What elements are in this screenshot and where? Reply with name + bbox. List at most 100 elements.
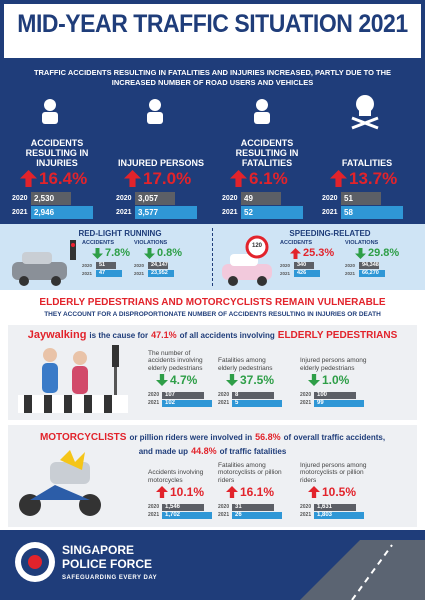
arrow-up [156,486,168,498]
year: 2021 [222,209,238,216]
statement-part: of traffic fatalities [219,447,287,456]
org-name: SINGAPORE [62,543,135,557]
bar-2021: 1,803 [314,512,364,519]
label-text: ACCIDENTS RESULTING IN INJURIES [25,138,89,168]
label-text: VIOLATIONS [345,240,379,246]
bar-2020: 107 [162,392,204,399]
label-text: ACCIDENTS RESULTING IN FATALITIES [235,138,299,168]
label-text: Fatalities among motorcyclists or pillio… [218,461,282,484]
statement-part: Jaywalking [27,329,87,341]
statement-part: of all accidents involving [179,331,275,340]
bar-2020: 1,631 [314,504,356,511]
band-title: RED-LIGHT RUNNING [78,229,162,238]
arrow-up [20,170,37,187]
bar-2021: 26 [232,512,282,519]
label-text: Injured persons among elderly pedestrian… [300,357,367,372]
year: 2020 [148,504,160,510]
statement-part: MOTORCYCLISTS [39,432,127,443]
year: 2021 [148,512,160,518]
change: 1.0% [322,373,350,387]
year: 2020 [148,392,160,398]
motto: SAFEGUARDING EVERY DAY [62,575,158,581]
year: 2020 [222,195,238,202]
year: 2021 [148,400,160,406]
change: 7.8% [105,247,131,259]
statement-part: 56.8% [255,432,281,442]
year: 2020 [322,195,338,202]
label-text: Accidents involving motorcycles [148,469,204,484]
statement: Jaywalking is the cause for 47.1% of all ac… [10,329,415,341]
bar-2020: 340 [294,262,314,269]
change: 4.7% [170,373,198,387]
change: 37.5% [240,373,275,387]
bar-2021: 3,577 [135,206,197,219]
label-text: ACCIDENTS [82,240,115,246]
car-icons [12,235,272,286]
heading: ELDERLY PEDESTRIANS AND MOTORCYCLISTS RE… [39,297,386,308]
overview-icons [42,95,379,130]
change: 29.8% [368,247,400,259]
year: 2020 [116,195,132,202]
year: 2020 [218,504,230,510]
change: 17.0% [143,169,192,188]
bar-2020: 2,530 [31,192,71,205]
statement-part: of overall traffic accidents, [283,433,386,442]
metric-label: ACCIDENTS [280,238,325,246]
bar-2020: 1,546 [162,504,204,511]
title: MID-YEAR TRAFFIC SITUATION 2021 [17,10,408,38]
year: 2020 [82,263,93,268]
statement: and made up 44.8% of traffic fatalities [10,446,415,456]
year: 2021 [218,400,230,406]
arrow-down [156,374,168,386]
label-text: The number of accidents involving elderl… [148,349,203,372]
metric-label: ACCIDENTS RESULTING IN INJURIES [12,128,102,168]
year: 2021 [300,512,312,518]
change: 16.1% [240,485,275,499]
statement-part: 47.1% [151,330,177,340]
bar-2020: 24,147 [148,262,168,269]
arrow-up [230,170,247,187]
metric-label: Injured persons among elderly pedestrian… [300,350,372,372]
label-text: VIOLATIONS [134,240,168,246]
bar-2020: 49 [241,192,281,205]
statement-part: is the cause for [89,331,149,340]
change: 10.5% [322,485,357,499]
label-text: Injured persons among motorcyclists or p… [300,461,367,484]
arrow-down [308,374,320,386]
metric-label: Accidents involving motorcycles [148,462,216,484]
motorcycle-icon [19,450,101,516]
bar-2021: 52 [241,206,303,219]
year: 2021 [218,512,230,518]
metric-label: INJURED PERSONS [116,128,206,168]
bar-2021: 5 [232,400,282,407]
bar-2020: 8 [232,392,274,399]
metric-label: Injured persons among motorcyclists or p… [300,462,372,484]
arrow-up [308,486,320,498]
bar-2021: 1,702 [162,512,212,519]
arrow-down [144,248,155,259]
metric-label: FATALITIES [322,128,412,168]
arrow-up [290,248,301,259]
statement-part: and made up [138,447,189,456]
year: 2021 [280,271,291,276]
year: 2020 [345,263,356,268]
footer-icons [15,540,425,600]
bar-2020: 51 [341,192,381,205]
arrow-down [92,248,103,259]
arrow-up [124,170,141,187]
bar-2020: 51 [96,262,116,269]
bar-2020: 3,057 [135,192,175,205]
header-bg [0,0,425,58]
bar-2021: 426 [294,270,320,277]
metric-label: ACCIDENTS RESULTING IN FATALITIES [222,128,312,168]
bar-2020: 94,348 [359,262,379,269]
year: 2021 [300,400,312,406]
change: 16.4% [39,169,88,188]
subheading: THEY ACCOUNT FOR A DISPROPORTIONATE NUMB… [44,311,381,318]
statement-part: ELDERLY PEDESTRIANS [277,330,398,341]
year: 2021 [134,271,145,276]
change: 10.1% [170,485,205,499]
year: 2020 [300,504,312,510]
